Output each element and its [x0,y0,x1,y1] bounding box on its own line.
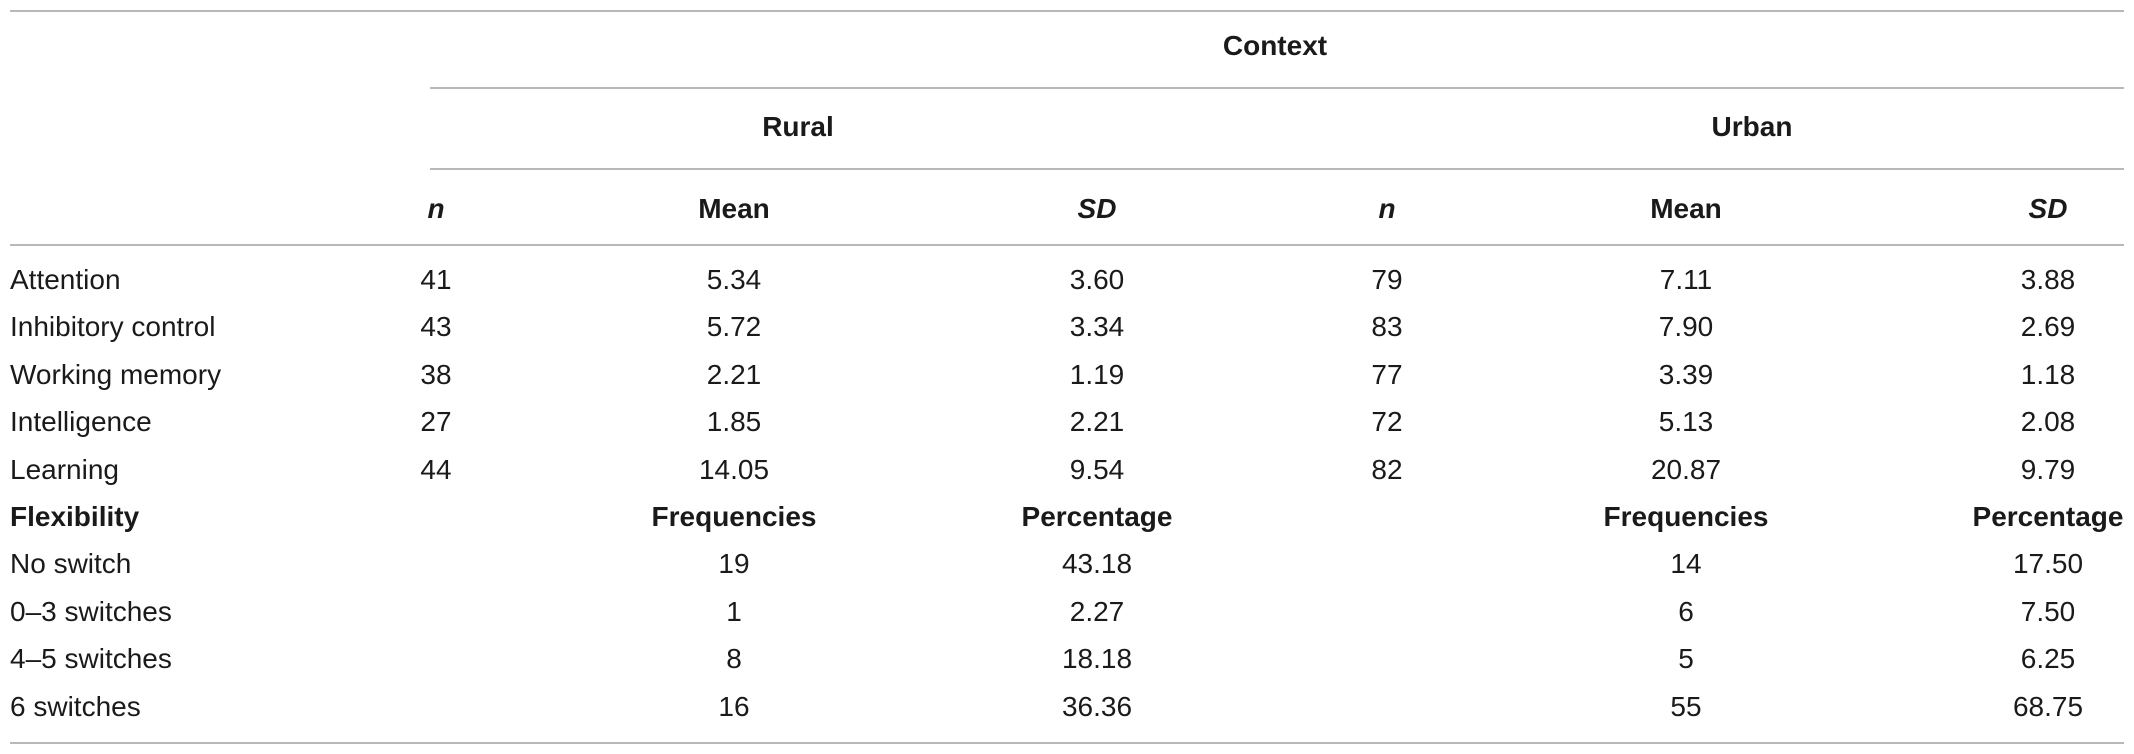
table-cell: 83 [1371,311,1403,343]
table-cell: 3.34 [1069,311,1125,343]
table-cell: 9.79 [2020,453,2076,485]
flexibility-col-header: Percentage [1021,501,1173,532]
row-label: Intelligence [10,406,152,438]
table-cell: 14 [1670,548,1702,580]
row-label: Attention [10,264,121,295]
rural-header: Rural [762,111,834,142]
table-cell: 72 [1371,406,1403,438]
table-cell: 1.85 [706,406,762,438]
table-cell: 5.34 [706,264,762,295]
table-cell: 17.50 [2012,548,2084,580]
row-label: Working memory [10,358,222,390]
table-cell: 5 [1678,643,1694,675]
group-rule [430,168,2124,170]
row-label: No switch [10,548,132,580]
row-label: Learning [10,453,119,485]
col-header-rural-sd: SD [1077,193,1117,224]
table-cell: 2.27 [1069,595,1125,627]
row-label: Inhibitory control [10,311,216,343]
flexibility-col-header: Frequencies [1603,501,1769,532]
table-cell: 14.05 [698,453,770,485]
col-header-rural-n: n [427,193,445,224]
table-cell: 2.21 [706,358,762,390]
table-cell: 20.87 [1650,453,1722,485]
table-cell: 7.50 [2020,595,2076,627]
flexibility-col-header: Frequencies [651,501,817,532]
col-header-urban-sd: SD [2028,193,2068,224]
table-cell: 55 [1670,690,1702,722]
flexibility-label: Flexibility [10,501,140,532]
table-cell: 27 [420,406,452,438]
urban-header: Urban [1711,111,1793,142]
context-rule [430,87,2124,89]
table-cell: 36.36 [1061,690,1133,722]
table-cell: 5.72 [706,311,762,343]
table-cell: 19 [718,548,750,580]
table-cell: 79 [1371,264,1403,295]
table-cell: 3.88 [2020,264,2076,295]
table-cell: 6 [1678,595,1694,627]
table-cell: 41 [420,264,452,295]
row-label: 6 switches [10,690,141,722]
table-cell: 3.60 [1069,264,1125,295]
table-bottom-rule [10,742,2124,744]
header-bottom-rule [10,244,2124,246]
table-cell: 77 [1371,358,1403,390]
table-cell: 2.21 [1069,406,1125,438]
table-cell: 1.18 [2020,358,2076,390]
table-cell: 1.19 [1069,358,1125,390]
table-top-rule [10,10,2124,12]
table-cell: 44 [420,453,452,485]
table-cell: 2.69 [2020,311,2076,343]
table-cell: 43.18 [1061,548,1133,580]
table-cell: 8 [726,643,742,675]
table-cell: 7.90 [1658,311,1714,343]
flexibility-col-header: Percentage [1972,501,2124,532]
table-cell: 3.39 [1658,358,1714,390]
table-cell: 38 [420,358,452,390]
table-cell: 5.13 [1658,406,1714,438]
row-label: 0–3 switches [10,595,172,627]
table-cell: 43 [420,311,452,343]
table-cell: 9.54 [1069,453,1125,485]
table-cell: 7.11 [1659,264,1713,295]
table-cell: 68.75 [2012,690,2084,722]
table-cell: 6.25 [2020,643,2076,675]
table-cell: 18.18 [1061,643,1133,675]
context-header: Context [1222,30,1328,61]
col-header-urban-n: n [1378,193,1396,224]
table-cell: 82 [1371,453,1403,485]
col-header-urban-mean: Mean [1650,193,1722,224]
table-cell: 1 [726,595,742,627]
table-cell: 16 [718,690,750,722]
row-label: 4–5 switches [10,643,172,675]
table-cell: 2.08 [2020,406,2076,438]
col-header-rural-mean: Mean [698,193,770,224]
